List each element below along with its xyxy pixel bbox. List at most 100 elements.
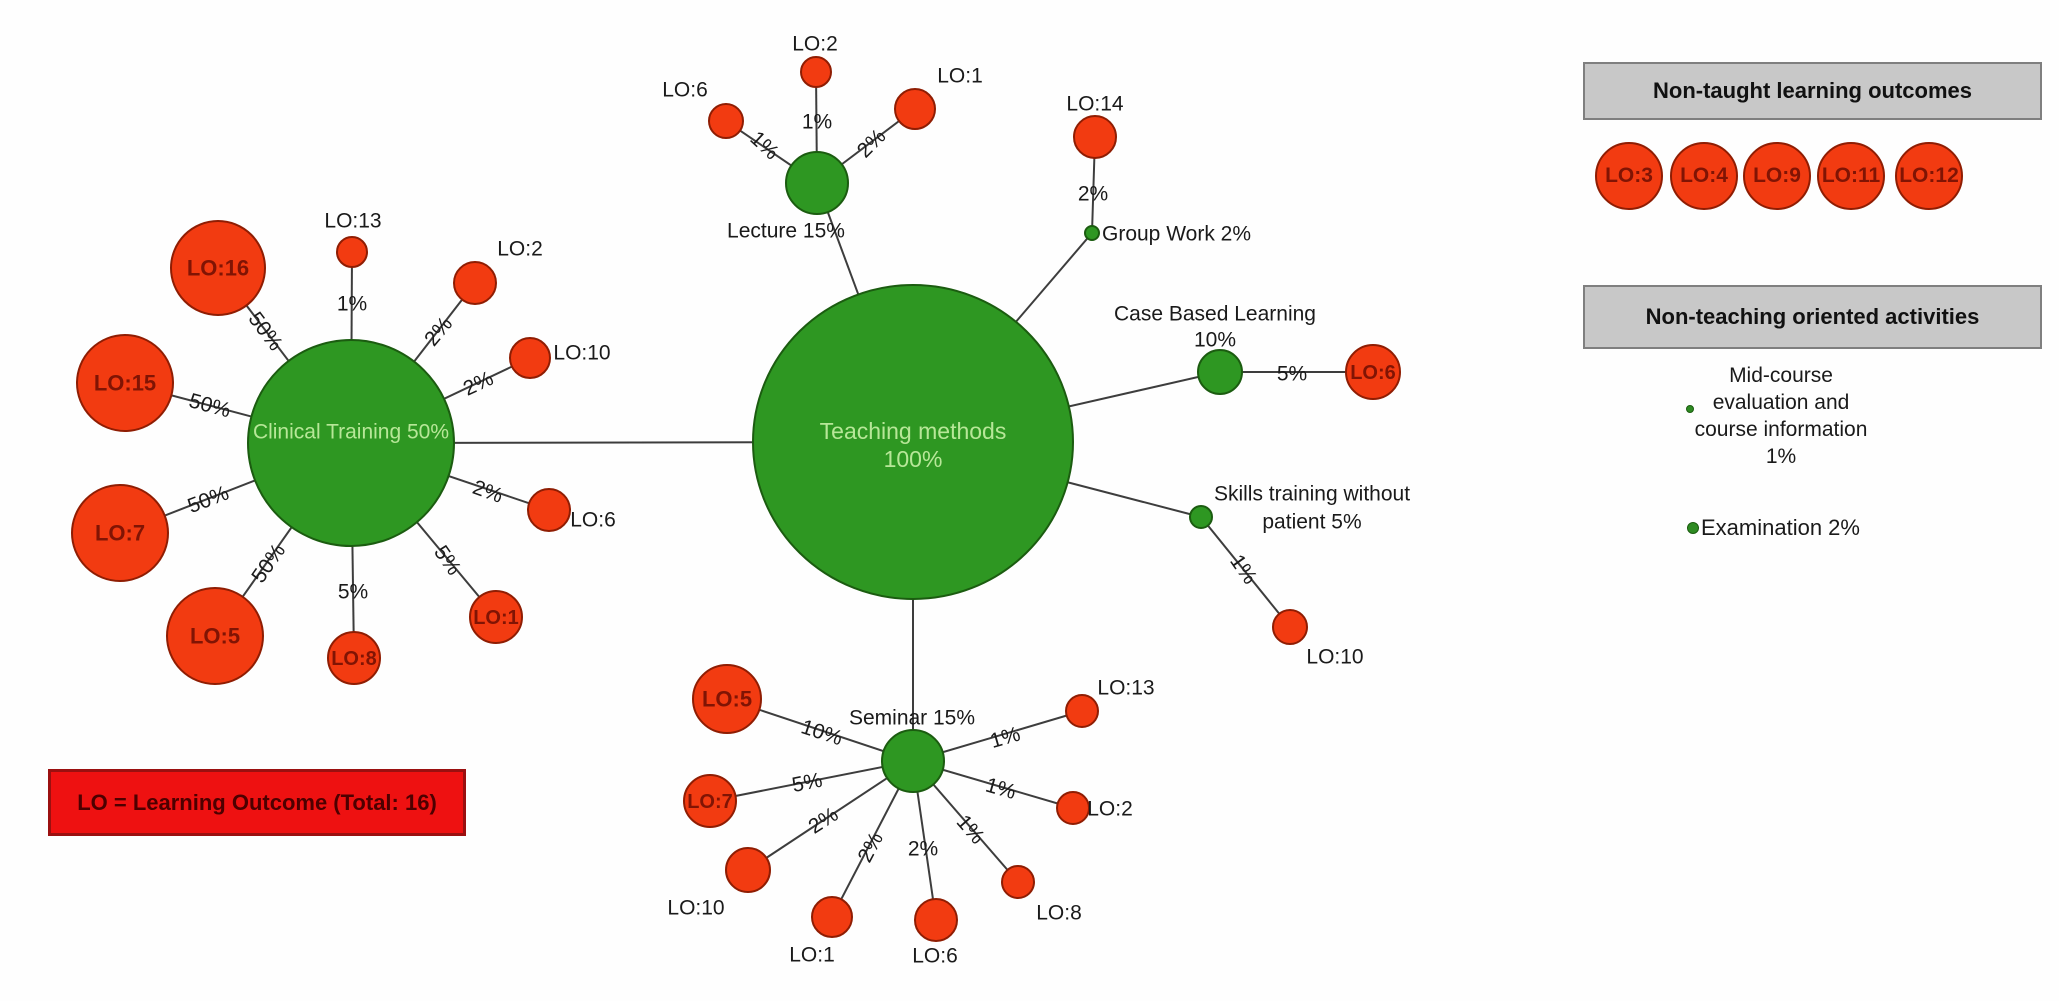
- node-c1-label: LO:1: [473, 607, 519, 629]
- node-c16-label: LO:16: [187, 256, 249, 281]
- edge-pct-label-clinical-c7: 50%: [185, 482, 232, 519]
- edge-pct-label-clinical-c8: 5%: [338, 580, 368, 603]
- legend-text: LO = Learning Outcome (Total: 16): [77, 789, 437, 815]
- examination-activity-label: Examination 2%: [1701, 515, 1860, 540]
- edge-pct-label-clinical-c13: 1%: [337, 292, 367, 315]
- edge-pct-label-clinical-c15: 50%: [187, 389, 234, 422]
- node-s10-label: LO:10: [667, 896, 724, 919]
- node-c8-label: LO:8: [331, 648, 377, 670]
- node-c6-label: LO:6: [570, 508, 616, 531]
- node-l2-circle: [800, 56, 832, 88]
- node-c1-circle: [469, 590, 523, 644]
- edge-pct-label-lecture-l1: 2%: [853, 125, 891, 163]
- edge-pct-label-clinical-c2: 2%: [420, 313, 457, 351]
- edge-pct-label-seminar-s6: 2%: [908, 837, 938, 860]
- edge-pct-label-seminar-s13: 1%: [987, 723, 1023, 753]
- non-teaching-header-label: Non-teaching oriented activities: [1645, 304, 1980, 329]
- node-k10-circle: [1272, 609, 1308, 645]
- edge-pct-label-seminar-s1: 2%: [853, 829, 888, 867]
- non-taught-circle-lo3: LO:3: [1595, 142, 1663, 210]
- edge-seminar-s7: [709, 760, 914, 802]
- non-taught-circle-lo4: LO:4: [1670, 142, 1738, 210]
- node-s2-circle: [1056, 791, 1090, 825]
- node-c15-circle: [76, 334, 174, 432]
- node-s6-circle: [914, 898, 958, 942]
- node-s7-circle: [683, 774, 737, 828]
- node-groupwork-circle: [1084, 225, 1100, 241]
- node-s1-label: LO:1: [789, 943, 835, 966]
- node-clinical-label: Clinical Training 50%: [253, 420, 449, 443]
- node-l2-label: LO:2: [792, 32, 838, 55]
- non-taught-circle-lo11: LO:11: [1817, 142, 1885, 210]
- edge-seminar-s10: [747, 760, 914, 871]
- node-skills-label: patient 5%: [1262, 510, 1361, 533]
- mid-course-line-2: evaluation and: [1712, 391, 1850, 414]
- node-l1-circle: [894, 88, 936, 130]
- mid-course-line-1: Mid-course: [1729, 364, 1833, 387]
- edge-skills-k10: [1200, 516, 1291, 628]
- edge-pct-label-seminar-s2: 1%: [983, 774, 1019, 804]
- node-c5-label: LO:5: [190, 624, 240, 649]
- node-g14-circle: [1073, 115, 1117, 159]
- mid-course-dot-icon: [1686, 405, 1694, 413]
- node-c2-label: LO:2: [497, 237, 543, 260]
- edge-pct-label-groupwork-g14: 2%: [1078, 182, 1108, 205]
- node-s1-circle: [811, 896, 853, 938]
- node-c2-circle: [453, 261, 497, 305]
- node-s2-label: LO:2: [1087, 797, 1133, 820]
- mid-course-line-3: course information: [1694, 418, 1868, 441]
- mid-course-pct: 1%: [1765, 445, 1797, 468]
- node-s8-label: LO:8: [1036, 901, 1082, 924]
- edge-pct-label-seminar-s10: 2%: [804, 803, 842, 839]
- edge-pct-label-clinical-c10: 2%: [460, 367, 497, 401]
- edge-pct-label-lecture-l6: 1%: [745, 127, 783, 165]
- node-s5-circle: [692, 664, 762, 734]
- node-c10-label: LO:10: [553, 341, 610, 364]
- node-c13-circle: [336, 236, 368, 268]
- non-teaching-header-box: Non-teaching oriented activities: [1583, 285, 2042, 349]
- node-b6-circle: [1345, 344, 1401, 400]
- node-c10-circle: [509, 337, 551, 379]
- node-s10-circle: [725, 847, 771, 893]
- node-c7-label: LO:7: [95, 521, 145, 546]
- edge-pct-label-clinical-c16: 50%: [243, 308, 287, 355]
- node-seminar-circle: [881, 729, 945, 793]
- node-c6-circle: [527, 488, 571, 532]
- node-cbl-label: Case Based Learning: [1114, 302, 1316, 325]
- edge-pct-label-lecture-l2: 1%: [802, 110, 832, 133]
- node-g14-label: LO:14: [1066, 92, 1124, 115]
- legend-box: LO = Learning Outcome (Total: 16): [48, 769, 466, 836]
- non-taught-circle-lo9: LO:9: [1743, 142, 1811, 210]
- edge-pct-label-seminar-s5: 10%: [798, 715, 845, 750]
- node-c7-circle: [71, 484, 169, 582]
- node-c5-circle: [166, 587, 264, 685]
- node-cbl-label: 10%: [1194, 328, 1236, 351]
- node-groupwork-label: Group Work 2%: [1102, 222, 1251, 245]
- node-seminar-label: Seminar 15%: [849, 706, 975, 729]
- non-taught-header-box: Non-taught learning outcomes: [1583, 62, 2042, 120]
- node-c8-circle: [327, 631, 381, 685]
- node-lecture-label: Lecture 15%: [727, 219, 845, 242]
- edge-pct-label-cbl-b6: 5%: [1277, 362, 1307, 385]
- node-teaching-label: Teaching methods: [820, 418, 1007, 444]
- node-s7-label: LO:7: [687, 791, 733, 813]
- mid-course-activity-label: Mid-course evaluation and course informa…: [1650, 362, 1912, 470]
- node-l6-label: LO:6: [662, 78, 708, 101]
- node-clinical-circle: [247, 339, 455, 547]
- examination-dot-icon: [1687, 522, 1699, 534]
- node-k10-label: LO:10: [1306, 645, 1363, 668]
- node-s13-label: LO:13: [1097, 676, 1154, 699]
- node-skills-circle: [1189, 505, 1213, 529]
- node-s8-circle: [1001, 865, 1035, 899]
- node-c16-circle: [170, 220, 266, 316]
- edge-pct-label-clinical-c6: 2%: [470, 476, 506, 508]
- node-c13-label: LO:13: [324, 209, 381, 232]
- node-l6-circle: [708, 103, 744, 139]
- non-taught-circle-lo12: LO:12: [1895, 142, 1963, 210]
- edge-pct-label-seminar-s7: 5%: [790, 769, 824, 797]
- node-c15-label: LO:15: [94, 371, 156, 396]
- node-s6-label: LO:6: [912, 944, 958, 967]
- node-lecture-circle: [785, 151, 849, 215]
